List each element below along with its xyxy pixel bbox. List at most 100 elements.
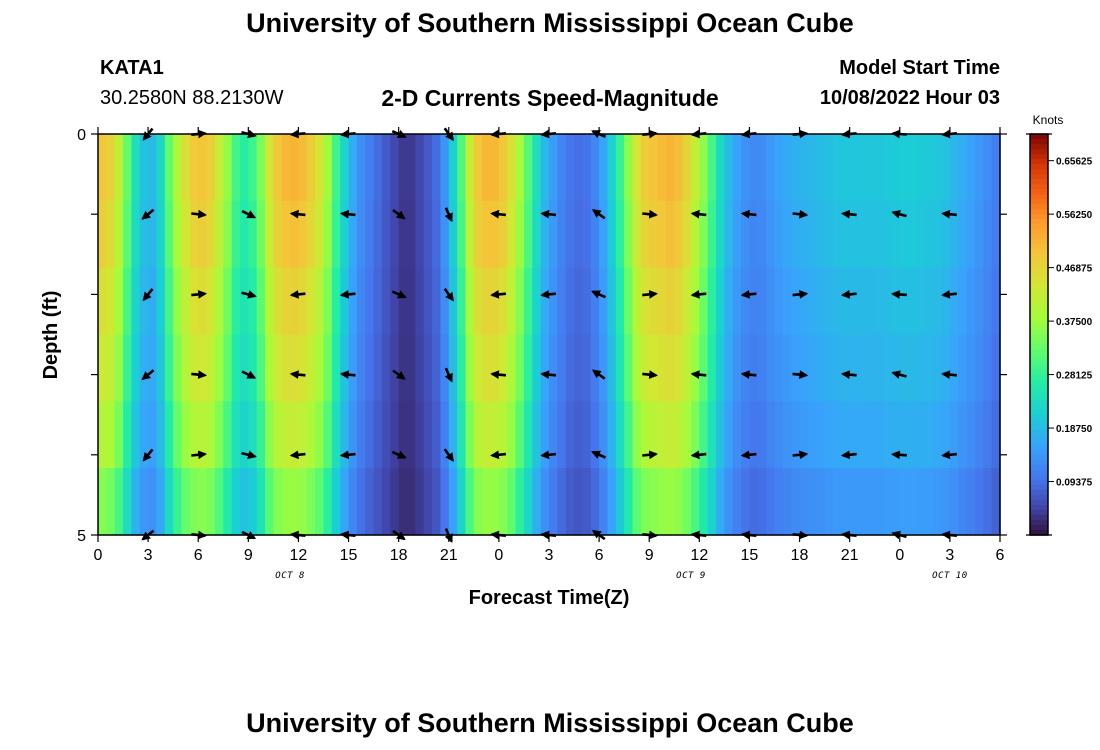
heat-cell <box>473 200 483 269</box>
heat-cell <box>924 334 934 402</box>
heat-cell <box>749 401 759 469</box>
heat-cell <box>574 401 584 469</box>
heat-cell <box>281 134 291 202</box>
heat-cell <box>440 401 450 469</box>
colorbar-segment <box>1030 514 1048 521</box>
colorbar-tick-label: 0.65625 <box>1056 157 1093 168</box>
heat-cell <box>482 334 492 402</box>
colorbar-segment <box>1030 349 1048 356</box>
heat-cell <box>916 267 926 336</box>
heat-cell <box>348 200 358 269</box>
current-arrow <box>840 129 857 139</box>
current-arrow <box>642 530 658 540</box>
heat-cell <box>891 334 901 402</box>
heat-cell <box>265 468 274 536</box>
heat-cell <box>423 134 433 202</box>
colorbar-segment <box>1030 399 1048 406</box>
heat-cell <box>582 267 592 336</box>
heat-cell <box>98 200 107 269</box>
heat-cell <box>649 134 659 202</box>
heat-cell <box>156 468 166 536</box>
colorbar-label: Knots <box>1033 113 1064 127</box>
heat-cell <box>766 334 776 402</box>
heat-cell <box>590 267 600 336</box>
current-arrow <box>540 209 557 219</box>
heat-cell <box>348 468 358 536</box>
colorbar-segment <box>1030 224 1048 230</box>
heat-cell <box>807 267 817 336</box>
heat-cell <box>373 334 383 402</box>
current-arrow <box>540 289 557 299</box>
current-arrow <box>391 290 407 299</box>
heat-cell <box>106 134 116 202</box>
current-arrow <box>690 370 707 380</box>
current-arrow <box>289 289 306 299</box>
page-title: University of Southern Mississippi Ocean… <box>246 8 854 38</box>
current-arrow <box>540 129 557 139</box>
heat-cell <box>214 401 224 469</box>
heat-cell <box>657 200 667 269</box>
heat-cell <box>473 134 483 202</box>
heat-cell <box>198 401 208 469</box>
x-tick-label: 21 <box>440 547 458 564</box>
x-tick-label: 0 <box>94 547 103 564</box>
current-arrow <box>591 209 606 220</box>
heat-cell <box>707 267 717 336</box>
heat-cell <box>482 468 492 536</box>
heat-cell <box>189 468 199 536</box>
heat-cell <box>799 468 809 536</box>
heat-cell <box>465 401 475 469</box>
current-arrow <box>490 450 507 460</box>
heat-cell <box>774 401 784 469</box>
heat-cell <box>933 200 943 269</box>
heat-cell <box>816 134 826 202</box>
heat-cell <box>131 267 141 336</box>
colorbar-segment <box>1030 184 1048 190</box>
heat-cell <box>415 134 425 202</box>
current-arrows <box>141 127 958 544</box>
heat-cell <box>557 468 567 536</box>
colorbar-segment <box>1030 304 1048 311</box>
current-arrow <box>792 209 809 219</box>
heat-cell <box>707 200 717 269</box>
heat-cell <box>933 267 943 336</box>
colorbar-tick-label: 0.28125 <box>1056 371 1093 382</box>
heat-cell <box>983 401 993 469</box>
heat-cell <box>407 334 416 402</box>
current-arrow <box>840 530 857 540</box>
x-tick-label: 0 <box>895 547 904 564</box>
heat-cell <box>741 267 751 336</box>
colorbar-segment <box>1030 469 1048 476</box>
x-tick-label: 15 <box>340 547 358 564</box>
heat-cell <box>148 468 158 536</box>
heat-cell <box>448 200 458 269</box>
heat-cell <box>390 334 400 402</box>
heat-cell <box>265 401 274 469</box>
heat-cell <box>390 468 400 536</box>
heat-cell <box>323 334 333 402</box>
heat-cell <box>799 267 809 336</box>
heat-cell <box>457 401 467 469</box>
heat-cell <box>657 401 667 469</box>
heat-cell <box>624 200 634 269</box>
heat-cell <box>148 200 158 269</box>
heat-cell <box>774 468 784 536</box>
heat-cell <box>198 334 208 402</box>
colorbar-segment <box>1030 209 1048 215</box>
heat-cell <box>206 267 216 336</box>
colorbar-segment <box>1030 339 1048 346</box>
heat-cell <box>507 401 517 469</box>
heat-cell <box>315 468 325 536</box>
colorbar-segment <box>1030 244 1048 250</box>
heat-cell <box>407 468 416 536</box>
heat-cell <box>457 200 467 269</box>
heat-cell <box>665 200 675 269</box>
heat-cell <box>565 468 575 536</box>
current-arrow <box>289 450 306 460</box>
heat-cell <box>674 267 684 336</box>
heat-cell <box>131 134 141 202</box>
current-arrow <box>891 450 907 460</box>
y-axis-label: Depth (ft) <box>40 291 62 380</box>
heat-cell <box>473 401 483 469</box>
